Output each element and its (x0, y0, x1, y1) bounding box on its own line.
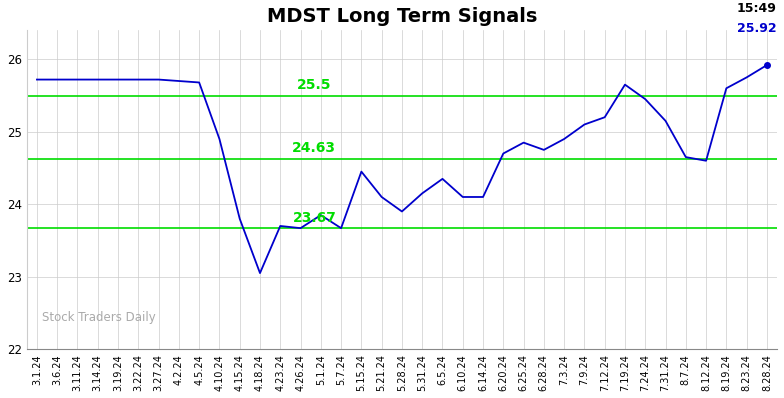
Text: Stock Traders Daily: Stock Traders Daily (42, 311, 155, 324)
Text: 25.92: 25.92 (737, 22, 776, 35)
Title: MDST Long Term Signals: MDST Long Term Signals (267, 7, 537, 26)
Text: 23.67: 23.67 (292, 211, 336, 224)
Text: 24.63: 24.63 (292, 141, 336, 155)
Text: 15:49: 15:49 (736, 2, 776, 16)
Text: 25.5: 25.5 (297, 78, 332, 92)
